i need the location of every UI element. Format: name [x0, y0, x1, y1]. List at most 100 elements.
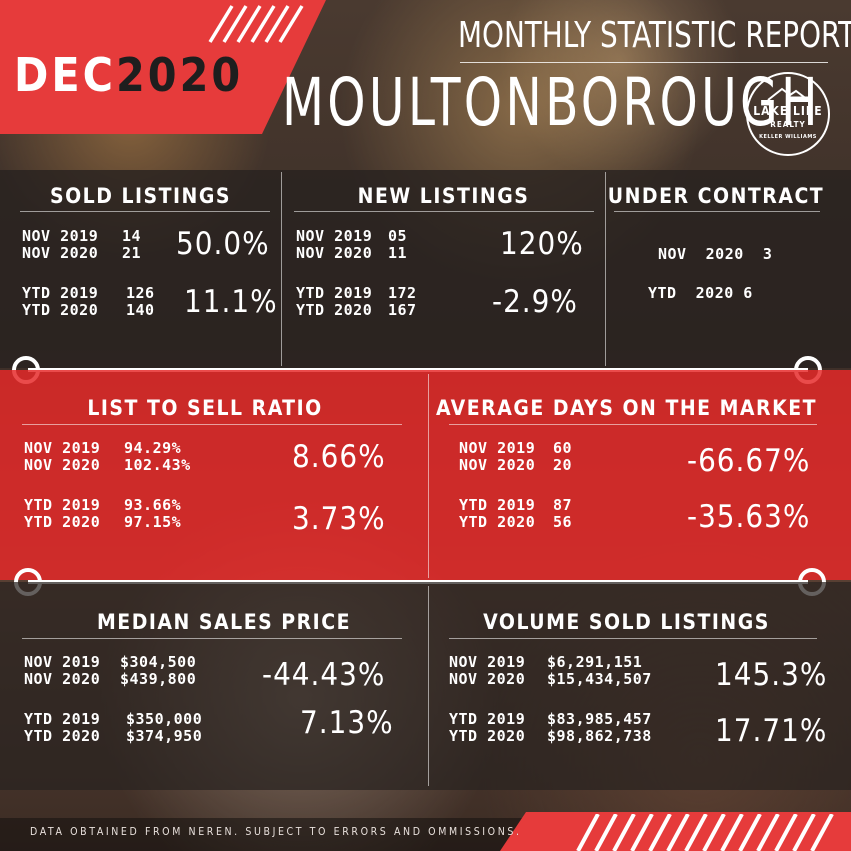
under-contract-section: UNDER CONTRACT NOV 2020 3 YTD 2020 6 [606, 170, 851, 368]
stat-label: NOV 2019 [24, 439, 101, 457]
section-title: AVERAGE DAYS ON THE MARKET [435, 396, 818, 420]
stat-value: 14 [122, 227, 142, 245]
stat-value: $6,291,151 [547, 653, 643, 671]
stat-label: YTD 2020 [296, 301, 373, 319]
new-listings-section: NEW LISTINGS NOV 2019 05 NOV 2020 11 120… [282, 170, 605, 368]
percent-change: 17.71% [715, 713, 828, 749]
stat-value: 140 [126, 301, 155, 319]
decorative-stripes [208, 5, 304, 43]
under-contract-month: NOV 2020 3 [658, 245, 773, 263]
divider [281, 172, 282, 366]
stat-value: 87 [553, 496, 573, 514]
stat-value: 21 [122, 244, 142, 262]
percent-change: 8.66% [292, 439, 386, 475]
stat-label: YTD 2019 [449, 710, 526, 728]
percent-change: 120% [500, 226, 584, 262]
percent-change: -35.63% [687, 499, 811, 535]
divider [428, 374, 429, 578]
stat-label: NOV 2019 [449, 653, 526, 671]
stat-label: NOV 2020 [296, 244, 373, 262]
report-date: DEC2020 [14, 52, 243, 98]
stat-value: 11 [388, 244, 408, 262]
section-title: LIST TO SELL RATIO [87, 396, 323, 420]
stat-value: $98,862,738 [547, 727, 652, 745]
town-name: MOULTONBOROUGH [282, 64, 821, 141]
stat-label: NOV 2020 [459, 456, 536, 474]
mountain-icon [767, 87, 809, 101]
stat-value: $439,800 [120, 670, 197, 688]
section-title: VOLUME SOLD LISTINGS [483, 610, 770, 634]
median-price-section: MEDIAN SALES PRICE NOV 2019 $304,500 NOV… [0, 586, 428, 790]
section-title: NEW LISTINGS [357, 184, 530, 208]
stat-label: NOV 2020 [24, 456, 101, 474]
stat-value: 126 [126, 284, 155, 302]
stat-label: YTD 2019 [24, 710, 101, 728]
logo-line1: LAKE LIFE [753, 104, 823, 118]
row-top-panel [0, 170, 851, 368]
stat-label: YTD 2019 [22, 284, 99, 302]
stat-value: $350,000 [126, 710, 203, 728]
stat-value: 94.29% [124, 439, 182, 457]
title-rule [449, 638, 817, 639]
stat-label: NOV 2020 [24, 670, 101, 688]
stat-value: 102.43% [124, 456, 191, 474]
stat-label: YTD 2019 [24, 496, 101, 514]
stat-value: 05 [388, 227, 408, 245]
percent-change: 145.3% [715, 657, 828, 693]
stat-label: YTD 2020 [24, 513, 101, 531]
stat-value: $15,434,507 [547, 670, 652, 688]
percent-change: 3.73% [292, 501, 386, 537]
percent-change: 11.1% [184, 284, 278, 320]
under-contract-ytd: YTD 2020 6 [648, 284, 753, 302]
stat-label: YTD 2020 [22, 301, 99, 319]
stat-label: YTD 2020 [24, 727, 101, 745]
stat-value: $304,500 [120, 653, 197, 671]
stat-label: NOV 2020 [449, 670, 526, 688]
report-year: 2020 [116, 48, 244, 102]
percent-change: -2.9% [492, 284, 578, 320]
stat-label: NOV 2020 [22, 244, 99, 262]
stat-label: YTD 2020 [459, 513, 536, 531]
row-middle-panel [0, 370, 851, 580]
stat-value: $83,985,457 [547, 710, 652, 728]
percent-change: 50.0% [176, 226, 270, 262]
title-rule [22, 424, 402, 425]
stat-value: 172 [388, 284, 417, 302]
stat-value: 93.66% [124, 496, 182, 514]
row-bottom-panel [0, 582, 851, 790]
title-rule [614, 211, 820, 212]
title-rule [22, 638, 402, 639]
stat-value: $374,950 [126, 727, 203, 745]
title-rule [20, 211, 270, 212]
report-title: MONTHLY STATISTIC REPORT [458, 15, 851, 56]
volume-sold-section: VOLUME SOLD LISTINGS NOV 2019 $6,291,151… [429, 586, 851, 790]
percent-change: 7.13% [300, 705, 394, 741]
percent-change: -44.43% [262, 657, 386, 693]
list-to-sell-section: LIST TO SELL RATIO NOV 2019 94.29% NOV 2… [0, 372, 428, 580]
stat-label: NOV 2019 [459, 439, 536, 457]
stat-value: 60 [553, 439, 573, 457]
report-month: DEC [14, 48, 117, 102]
lake-life-realty-logo: LAKE LIFE REALTY KELLER WILLIAMS [746, 72, 830, 156]
stat-label: NOV 2019 [296, 227, 373, 245]
stat-value: 167 [388, 301, 417, 319]
section-title: SOLD LISTINGS [50, 184, 231, 208]
footer-disclaimer: DATA OBTAINED FROM NEREN. SUBJECT TO ERR… [30, 826, 522, 838]
logo-line2: REALTY [770, 120, 806, 129]
title-rule [449, 424, 817, 425]
stat-value: 20 [553, 456, 573, 474]
divider [605, 172, 606, 366]
percent-change: -66.67% [687, 443, 811, 479]
stat-label: NOV 2019 [22, 227, 99, 245]
section-title: UNDER CONTRACT [607, 184, 825, 208]
stat-value: 56 [553, 513, 573, 531]
stat-label: NOV 2019 [24, 653, 101, 671]
stat-label: YTD 2020 [449, 727, 526, 745]
stat-label: YTD 2019 [459, 496, 536, 514]
decorative-stripes [576, 814, 834, 851]
logo-line3: KELLER WILLIAMS [759, 134, 817, 140]
section-title: MEDIAN SALES PRICE [97, 610, 351, 634]
stat-value: 97.15% [124, 513, 182, 531]
avg-days-section: AVERAGE DAYS ON THE MARKET NOV 2019 60 N… [429, 372, 851, 580]
title-rule [294, 211, 594, 212]
